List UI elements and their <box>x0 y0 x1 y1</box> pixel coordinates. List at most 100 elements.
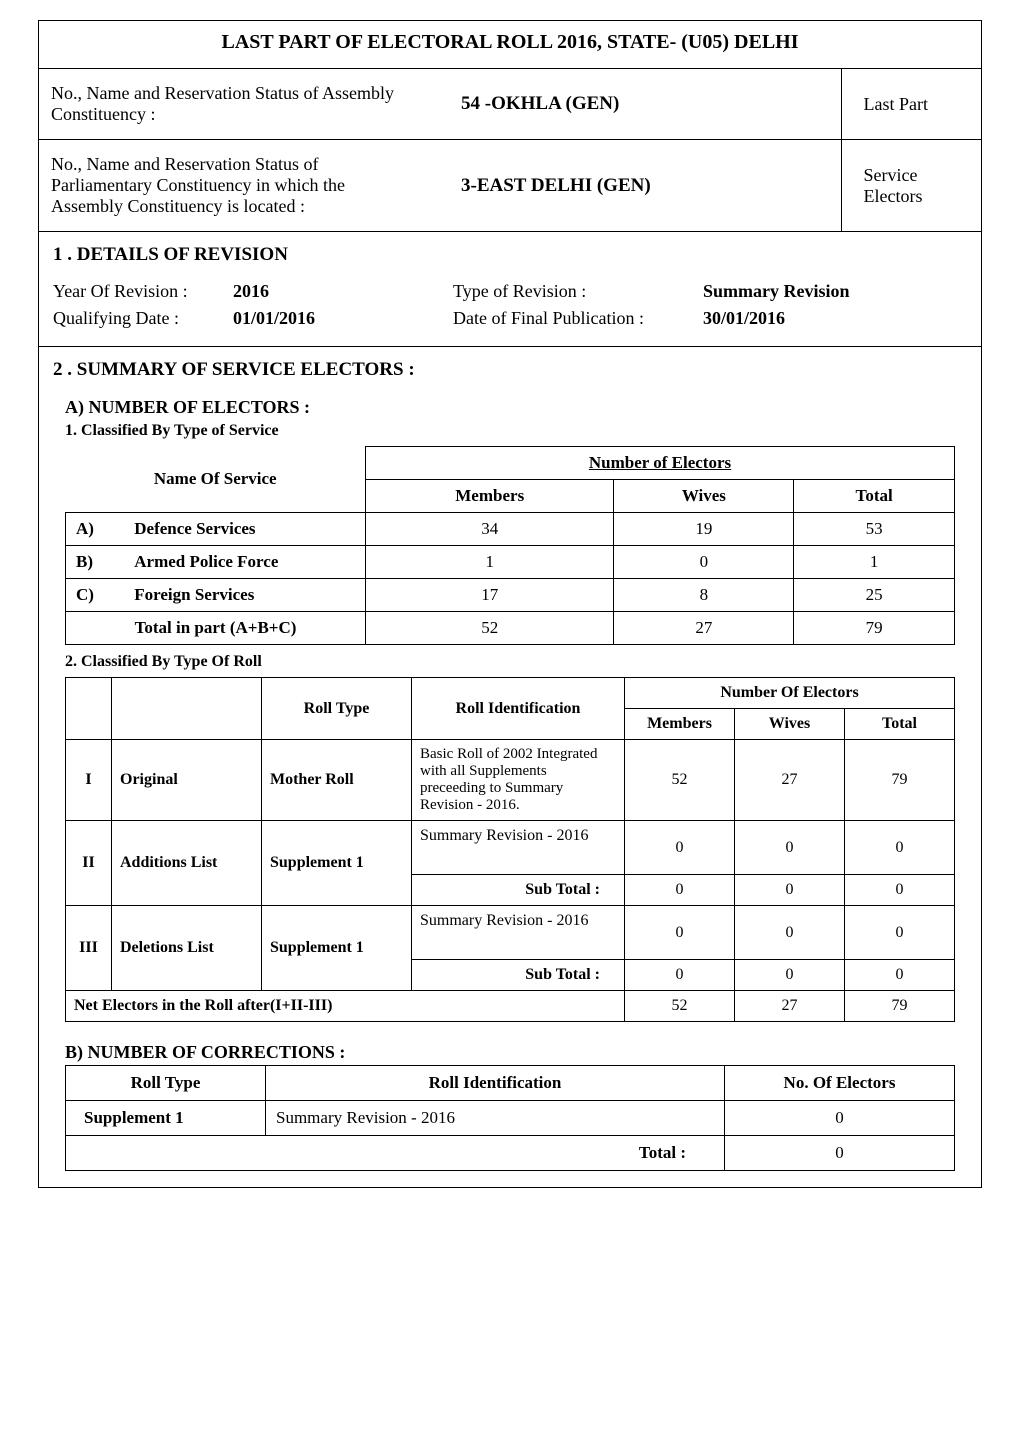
service-row-a: A) Defence Services 34 19 53 <box>66 513 955 546</box>
corrections-total-label: Total : <box>66 1136 725 1171</box>
total-header-2: Total <box>845 709 955 740</box>
document-title: LAST PART OF ELECTORAL ROLL 2016, STATE-… <box>39 21 981 68</box>
roll-row-1-type: Mother Roll <box>262 740 412 821</box>
roll-type-table: Roll Type Roll Identification Number Of … <box>65 677 955 1022</box>
section-1-body: Year Of Revision : 2016 Type of Revision… <box>39 274 981 346</box>
net-total: 79 <box>845 991 955 1022</box>
defence-services-label: A) Defence Services <box>66 513 366 546</box>
section-1-heading: 1 . DETAILS OF REVISION <box>39 231 981 274</box>
assembly-constituency-label-text: No., Name and Reservation Status of Asse… <box>51 83 394 124</box>
row-c-total: 25 <box>794 579 955 612</box>
roll-row-3-total: 0 <box>845 906 955 960</box>
row-c-members: 17 <box>366 579 614 612</box>
roll-row-1-members: 52 <box>625 740 735 821</box>
wives-header-2: Wives <box>735 709 845 740</box>
row-a-total: 53 <box>794 513 955 546</box>
roll-row-1-category: Original <box>112 740 262 821</box>
row-a-name: Defence Services <box>110 519 255 538</box>
net-members: 52 <box>625 991 735 1022</box>
parl-label-line-2: Parliamentary Constituency in which the <box>51 175 397 196</box>
roll-row-2-wives: 0 <box>735 821 845 875</box>
electors-label: Electors <box>864 186 970 207</box>
row-b-total: 1 <box>794 546 955 579</box>
name-of-service-header: Name Of Service <box>66 447 366 513</box>
row-c-name: Foreign Services <box>110 585 254 604</box>
subtotal-2-total: 0 <box>845 960 955 991</box>
service-row-c: C) Foreign Services 17 8 25 <box>66 579 955 612</box>
assembly-constituency-value: 54 -OKHLA (GEN) <box>421 93 619 114</box>
net-wives: 27 <box>735 991 845 1022</box>
parliamentary-constituency-value-cell: 3-EAST DELHI (GEN) <box>409 140 841 232</box>
corrections-row-1-type: Supplement 1 <box>66 1101 266 1136</box>
corrections-no-of-electors-header: No. Of Electors <box>725 1066 955 1101</box>
subtotal-2-members: 0 <box>625 960 735 991</box>
roll-row-1-idx: I <box>66 740 112 821</box>
classified-by-type-of-service: 1. Classified By Type of Service <box>39 420 981 446</box>
roll-row-deletions: III Deletions List Supplement 1 Summary … <box>66 906 955 960</box>
parl-label-line-3: Assembly Constituency is located : <box>51 196 397 217</box>
qualifying-date-value: 01/01/2016 <box>233 308 383 329</box>
roll-type-header: Roll Type <box>262 678 412 740</box>
row-total-total: 79 <box>794 612 955 645</box>
roll-identification-header: Roll Identification <box>412 678 625 740</box>
year-of-revision-value: 2016 <box>233 281 383 302</box>
service-row-b: B) Armed Police Force 1 0 1 <box>66 546 955 579</box>
final-publication-label: Date of Final Publication : <box>453 308 703 329</box>
roll-category-header <box>112 678 262 740</box>
qualifying-date-label: Qualifying Date : <box>53 308 233 329</box>
corrections-roll-type-header: Roll Type <box>66 1066 266 1101</box>
corrections-total-value: 0 <box>725 1136 955 1171</box>
corrections-total-row: Total : 0 <box>66 1136 955 1171</box>
net-electors-label: Net Electors in the Roll after(I+II-III) <box>66 991 625 1022</box>
wives-header: Wives <box>614 480 794 513</box>
last-part-cell: Last Part <box>841 69 981 140</box>
type-of-revision-value: Summary Revision <box>703 281 850 302</box>
parliamentary-constituency-label: No., Name and Reservation Status of Parl… <box>39 140 409 232</box>
row-total-wives: 27 <box>614 612 794 645</box>
roll-row-1-identification: Basic Roll of 2002 Integrated with all S… <box>412 740 625 821</box>
subtotal-1-members: 0 <box>625 875 735 906</box>
corrections-table: Roll Type Roll Identification No. Of Ele… <box>65 1065 955 1171</box>
subtotal-1-wives: 0 <box>735 875 845 906</box>
parl-label-line-1: No., Name and Reservation Status of <box>51 154 397 175</box>
roll-row-original: I Original Mother Roll Basic Roll of 200… <box>66 740 955 821</box>
service-row-total: Total in part (A+B+C) 52 27 79 <box>66 612 955 645</box>
row-b-members: 1 <box>366 546 614 579</box>
row-a-wives: 19 <box>614 513 794 546</box>
corrections-row-1: Supplement 1 Summary Revision - 2016 0 <box>66 1101 955 1136</box>
assembly-constituency-label: No., Name and Reservation Status of Asse… <box>39 69 409 140</box>
service-electors-cell: Service Electors <box>841 140 981 232</box>
roll-row-2-idx: II <box>66 821 112 906</box>
roll-row-2-type: Supplement 1 <box>262 821 412 906</box>
row-b-name: Armed Police Force <box>110 552 278 571</box>
roll-row-3-type: Supplement 1 <box>262 906 412 991</box>
row-c-wives: 8 <box>614 579 794 612</box>
row-b-letter: B) <box>76 552 106 572</box>
row-c-letter: C) <box>76 585 106 605</box>
revision-row-1: Year Of Revision : 2016 Type of Revision… <box>53 278 967 305</box>
roll-net-row: Net Electors in the Roll after(I+II-III)… <box>66 991 955 1022</box>
members-header-2: Members <box>625 709 735 740</box>
subtotal-1-total: 0 <box>845 875 955 906</box>
roll-row-2-members: 0 <box>625 821 735 875</box>
corrections-roll-id-header: Roll Identification <box>266 1066 725 1101</box>
roll-row-1-total: 79 <box>845 740 955 821</box>
row-total-members: 52 <box>366 612 614 645</box>
members-header: Members <box>366 480 614 513</box>
parliamentary-constituency-value: 3-EAST DELHI (GEN) <box>421 175 651 196</box>
subtotal-2-label: Sub Total : <box>412 960 625 991</box>
corrections-table-wrap: Roll Type Roll Identification No. Of Ele… <box>39 1065 981 1187</box>
service-type-table-wrap: Name Of Service Number of Electors Membe… <box>39 446 981 651</box>
section-2a-heading: A) NUMBER OF ELECTORS : <box>39 389 981 420</box>
subtotal-1-label: Sub Total : <box>412 875 625 906</box>
section-2-heading: 2 . SUMMARY OF SERVICE ELECTORS : <box>39 346 981 389</box>
type-of-revision-label: Type of Revision : <box>453 281 703 302</box>
total-in-part-label: Total in part (A+B+C) <box>66 612 366 645</box>
subtotal-2-wives: 0 <box>735 960 845 991</box>
roll-row-3-members: 0 <box>625 906 735 960</box>
section-2b-heading: B) NUMBER OF CORRECTIONS : <box>39 1034 981 1065</box>
roll-row-2-total: 0 <box>845 821 955 875</box>
number-of-electors-header: Number of Electors <box>366 447 955 480</box>
total-header: Total <box>794 480 955 513</box>
roll-index-header <box>66 678 112 740</box>
